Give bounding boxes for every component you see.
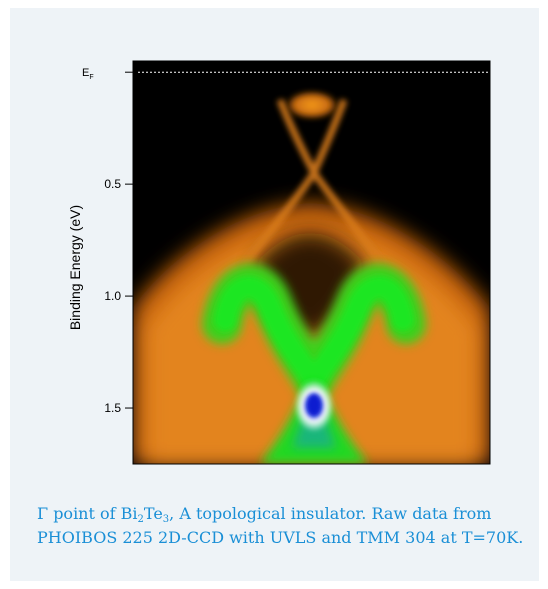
caption-subscript-1: 2 <box>137 514 144 525</box>
dirac-branch-right-lower <box>311 170 391 273</box>
dirac-branch-left-lower <box>237 171 317 271</box>
y-tick-label: 1.5 <box>104 401 121 415</box>
conduction-band-pocket <box>286 91 338 119</box>
y-axis-ticks: 0.5 1.0 1.5 <box>104 177 133 415</box>
dirac-branch-right-upper <box>310 98 348 175</box>
fermi-label-text: EF <box>82 67 94 81</box>
caption-part-2: Te <box>143 504 163 523</box>
fermi-level-label: EF <box>82 67 133 81</box>
plot-area <box>133 61 490 464</box>
caption-subscript-2: 3 <box>162 514 170 525</box>
y-tick-label: 1.0 <box>104 289 121 303</box>
figure-card: EF 0.5 1.0 1.5 Binding Energy (eV) Γ point… <box>10 8 539 581</box>
y-tick-label: 0.5 <box>104 177 121 191</box>
arpes-heatmap-chart: EF 0.5 1.0 1.5 Binding Energy (eV) <box>67 60 491 465</box>
caption-part-1: Γ point of Bi <box>37 504 138 523</box>
plot-frame <box>132 60 491 465</box>
caption-part-3: , A topological insulator. Raw data from… <box>37 504 524 547</box>
dirac-cone-surface-states <box>237 98 391 273</box>
bright-spot-core <box>307 394 321 416</box>
figure-caption: Γ point of Bi2Te3, A topological insulat… <box>37 502 537 550</box>
y-axis-label: Binding Energy (eV) <box>67 205 83 330</box>
dirac-branch-left-upper <box>276 98 318 175</box>
